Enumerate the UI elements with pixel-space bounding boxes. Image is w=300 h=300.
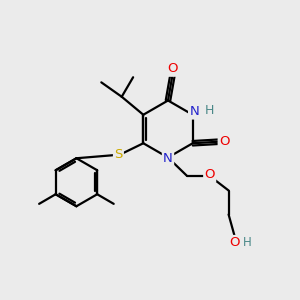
Text: S: S xyxy=(114,148,123,160)
Text: O: O xyxy=(230,236,240,249)
Text: H: H xyxy=(205,104,214,117)
Text: N: N xyxy=(189,105,199,118)
Text: H: H xyxy=(243,236,252,249)
Text: O: O xyxy=(167,62,178,76)
Text: N: N xyxy=(163,152,173,166)
Text: O: O xyxy=(205,168,215,182)
Text: O: O xyxy=(219,135,230,148)
